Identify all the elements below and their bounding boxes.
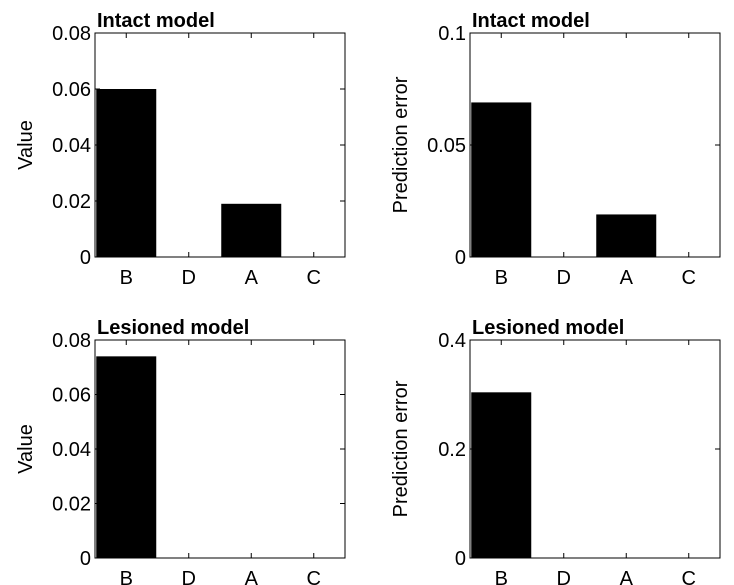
- y-axis-label: Prediction error: [390, 76, 412, 213]
- bar: [471, 102, 532, 257]
- x-tick-label: A: [245, 568, 259, 585]
- x-tick-label: C: [682, 568, 696, 585]
- y-tick-label: 0.1: [438, 23, 466, 45]
- y-tick-label: 0.02: [52, 191, 91, 213]
- axes-box: [94, 339, 346, 559]
- y-tick-label: 0.04: [52, 439, 91, 461]
- y-axis-label: Value: [15, 424, 37, 474]
- x-tick-label: D: [557, 267, 571, 289]
- x-tick-label: A: [245, 267, 259, 289]
- axes-box: [469, 32, 721, 258]
- bar: [596, 214, 657, 257]
- x-tick-label: C: [682, 267, 696, 289]
- y-tick-label: 0.4: [438, 330, 466, 352]
- x-tick-label: B: [120, 568, 133, 585]
- y-tick-label: 0.2: [438, 439, 466, 461]
- x-tick-label: B: [495, 568, 508, 585]
- y-axis-label: Prediction error: [390, 380, 412, 517]
- y-axis-label: Value: [15, 120, 37, 170]
- y-tick-label: 0: [80, 247, 91, 269]
- x-tick-label: D: [557, 568, 571, 585]
- chart-title: Intact model: [472, 10, 590, 32]
- y-tick-label: 0.04: [52, 135, 91, 157]
- chart-title: Lesioned model: [97, 317, 249, 339]
- y-tick-label: 0.06: [52, 385, 91, 407]
- x-tick-label: C: [307, 568, 321, 585]
- y-tick-label: 0: [455, 247, 466, 269]
- x-tick-label: A: [620, 267, 634, 289]
- y-tick-label: 0.08: [52, 23, 91, 45]
- axes-box: [94, 32, 346, 258]
- bar: [471, 392, 532, 558]
- x-tick-label: C: [307, 267, 321, 289]
- y-tick-label: 0: [80, 548, 91, 570]
- y-tick-label: 0: [455, 548, 466, 570]
- y-tick-label: 0.05: [427, 135, 466, 157]
- y-tick-label: 0.06: [52, 79, 91, 101]
- x-tick-label: A: [620, 568, 634, 585]
- bar: [221, 203, 282, 257]
- x-tick-label: B: [120, 267, 133, 289]
- bar: [96, 356, 157, 558]
- axes-box: [469, 339, 721, 559]
- chart-title: Lesioned model: [472, 317, 624, 339]
- x-tick-label: D: [182, 267, 196, 289]
- y-tick-label: 0.08: [52, 330, 91, 352]
- bar: [96, 89, 157, 257]
- x-tick-label: D: [182, 568, 196, 585]
- y-tick-label: 0.02: [52, 494, 91, 516]
- chart-title: Intact model: [97, 10, 215, 32]
- x-tick-label: B: [495, 267, 508, 289]
